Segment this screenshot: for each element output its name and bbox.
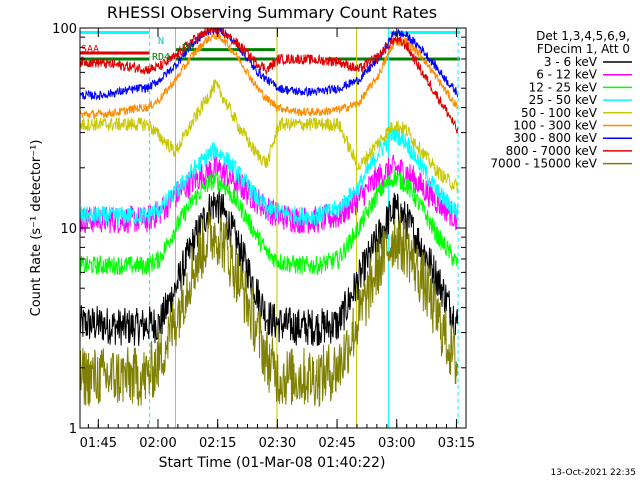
legend-header: FDecim 1, Att 0 <box>537 42 630 56</box>
legend-label: 3 - 6 keV <box>544 55 598 69</box>
legend-label: 100 - 300 keV <box>513 119 597 133</box>
y-tick-label: 1 <box>69 422 77 437</box>
x-tick-label: 02:30 <box>259 436 296 451</box>
legend-label: 800 - 7000 keV <box>506 144 598 158</box>
flag-annotations: N RD SAA RD4 <box>81 36 194 63</box>
x-tick-label: 02:00 <box>139 436 176 451</box>
annotation-rd4: RD4 <box>152 52 170 63</box>
y-tick-label: 100 <box>52 22 77 37</box>
legend: Det 1,3,4,5,6,9,FDecim 1, Att 03 - 6 keV… <box>490 29 632 171</box>
series-layer <box>80 28 459 408</box>
annotation-n: N <box>158 36 164 47</box>
annotation-saa: SAA <box>81 44 99 55</box>
annotation-rd: RD <box>182 43 194 54</box>
series-line-6-12-kev <box>80 154 459 234</box>
chart-title: RHESSI Observing Summary Count Rates <box>107 3 437 22</box>
legend-label: 7000 - 15000 keV <box>490 157 597 171</box>
series-line-300-800-kev <box>80 28 459 101</box>
y-axis-label: Count Rate (s⁻¹ detector⁻¹) <box>29 140 44 317</box>
x-tick-label: 02:15 <box>199 436 236 451</box>
series-line-3-6-kev <box>80 187 459 346</box>
x-tick-label: 02:45 <box>318 436 355 451</box>
series-line-100-300-kev <box>80 31 459 120</box>
timestamp: 13-Oct-2021 22:35 <box>551 468 636 478</box>
legend-label: 300 - 800 keV <box>513 131 597 145</box>
series-line-12-25-kev <box>80 169 459 277</box>
x-tick-label: 03:15 <box>438 436 475 451</box>
legend-header: Det 1,3,4,5,6,9, <box>536 29 630 43</box>
y-axis: 1 10 100 <box>52 22 466 437</box>
series-line-800-7000-kev <box>80 28 459 134</box>
y-tick-label: 10 <box>60 222 77 237</box>
series-line-50-100-kev <box>80 79 459 194</box>
legend-label: 6 - 12 keV <box>536 68 598 82</box>
legend-label: 50 - 100 keV <box>521 106 598 120</box>
x-axis-label: Start Time (01-Mar-08 01:40:22) <box>159 455 386 471</box>
x-axis: 01:45 02:00 02:15 02:30 02:45 03:00 03:15 <box>80 28 475 451</box>
x-tick-label: 01:45 <box>80 436 117 451</box>
series-line-7000-15000-kev <box>80 210 459 408</box>
legend-label: 25 - 50 keV <box>529 93 598 107</box>
legend-label: 12 - 25 keV <box>529 80 598 94</box>
x-tick-label: 03:00 <box>378 436 415 451</box>
